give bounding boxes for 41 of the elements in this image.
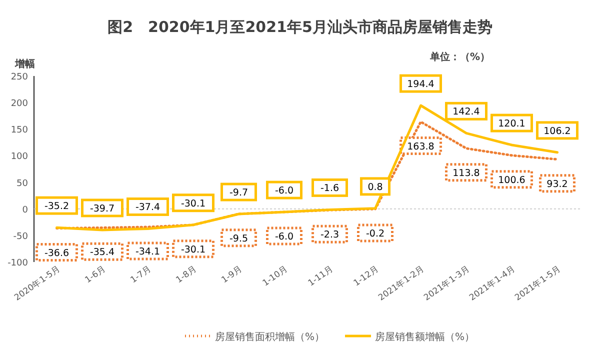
x-tick-label: 1-8月 xyxy=(174,264,199,286)
y-tick-label: 100 xyxy=(10,152,28,162)
data-label: -6.0 xyxy=(274,186,294,197)
y-tick-label: 250 xyxy=(10,72,28,82)
data-label: 194.4 xyxy=(407,79,434,90)
y-tick-label: 150 xyxy=(10,126,28,136)
data-label: 142.4 xyxy=(452,106,480,118)
y-tick-label: -50 xyxy=(13,232,28,242)
data-label: -6.0 xyxy=(274,232,294,243)
x-tick-label: 1-6月 xyxy=(83,264,108,286)
data-label: 93.2 xyxy=(546,178,568,190)
text: 单位：（%） xyxy=(428,51,490,63)
data-label: -2.3 xyxy=(320,230,340,241)
x-tick-label: 1-7月 xyxy=(128,264,154,286)
legend-label: 房屋销售面积增幅（%） xyxy=(215,331,325,343)
data-label: -36.6 xyxy=(44,248,70,259)
data-label: -34.1 xyxy=(135,246,160,258)
data-label: -1.6 xyxy=(320,183,340,194)
data-label: -30.1 xyxy=(180,198,206,210)
x-tick-label: 1-9月 xyxy=(220,264,244,286)
legend-label: 房屋销售额增幅（%） xyxy=(375,331,475,343)
y-tick-label: -100 xyxy=(8,258,28,268)
y-axis-title: 增幅 xyxy=(14,58,35,70)
data-label: 163.8 xyxy=(407,141,434,152)
data-label: -37.4 xyxy=(135,202,160,214)
data-label: -30.1 xyxy=(180,244,206,256)
data-label: 113.8 xyxy=(452,168,480,179)
data-label: -9.7 xyxy=(229,188,248,199)
y-tick-label: 50 xyxy=(16,178,28,189)
y-tick-label: 200 xyxy=(10,99,28,110)
data-label: -35.2 xyxy=(44,201,70,212)
data-label: -39.7 xyxy=(90,203,115,214)
data-label: 120.1 xyxy=(498,118,526,130)
data-label: 106.2 xyxy=(544,126,571,137)
data-label: -35.4 xyxy=(90,247,115,258)
data-label: 100.6 xyxy=(498,174,526,186)
chart-title: 图2 2020年1月至2021年5月汕头市商品房屋销售走势 xyxy=(108,18,492,36)
data-label: 0.8 xyxy=(368,182,383,193)
data-label: -9.5 xyxy=(229,233,248,244)
data-label: -0.2 xyxy=(366,228,385,240)
y-tick-label: 0 xyxy=(22,205,28,216)
